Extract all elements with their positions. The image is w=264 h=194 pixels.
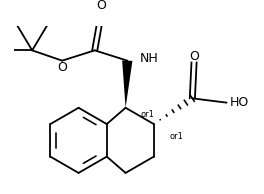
Text: O: O [97, 0, 106, 12]
Text: O: O [57, 61, 67, 74]
Text: or1: or1 [169, 132, 183, 141]
Text: HO: HO [230, 96, 249, 109]
Polygon shape [122, 61, 133, 108]
Text: O: O [189, 50, 199, 63]
Text: NH: NH [139, 52, 158, 65]
Text: or1: or1 [141, 110, 155, 119]
